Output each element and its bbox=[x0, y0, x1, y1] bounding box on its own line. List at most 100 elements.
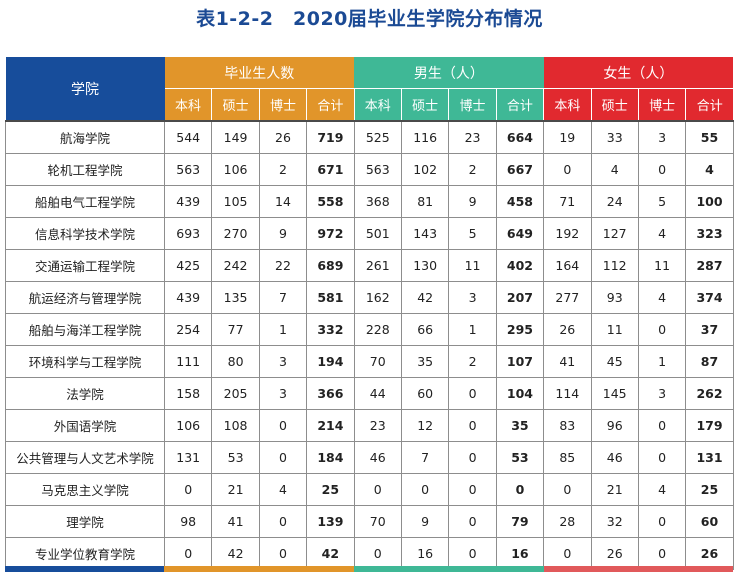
subheader-total: 合计 bbox=[685, 88, 734, 122]
page-title: 表1-2-2 2020届毕业生学院分布情况 bbox=[196, 8, 543, 30]
total-undergrad-cell: 0 bbox=[163, 537, 213, 570]
female-sum-cell: 55 bbox=[685, 121, 734, 154]
male-undergrad-cell: 501 bbox=[353, 217, 402, 250]
table-row: 公共管理与人文艺术学院 131 53 0 184 46 7 0 53 85 46 0 131 bbox=[5, 441, 734, 474]
total-master-cell: 53 bbox=[211, 441, 260, 474]
female-undergrad-cell: 71 bbox=[543, 185, 592, 218]
female-doctor-cell: 0 bbox=[637, 409, 687, 442]
male-master-cell: 12 bbox=[400, 409, 450, 442]
total-master-cell: 105 bbox=[211, 185, 260, 218]
female-undergrad-cell: 114 bbox=[543, 377, 592, 410]
total-master-cell: 21 bbox=[211, 473, 260, 506]
female-doctor-cell: 0 bbox=[637, 537, 687, 570]
male-doctor-cell: 0 bbox=[448, 409, 497, 442]
male-sum-cell: 667 bbox=[495, 153, 545, 186]
male-sum-cell: 664 bbox=[495, 121, 545, 154]
total-sum-cell: 194 bbox=[306, 345, 355, 378]
college-name-cell: 航运经济与管理学院 bbox=[5, 281, 165, 314]
subheader-undergrad: 本科 bbox=[164, 88, 213, 122]
total-undergrad-cell: 131 bbox=[163, 441, 213, 474]
female-sum-cell: 60 bbox=[685, 505, 734, 538]
total-master-cell: 108 bbox=[211, 409, 260, 442]
female-sum-cell: 287 bbox=[685, 249, 734, 282]
total-sum-cell: 558 bbox=[306, 185, 355, 218]
male-master-cell: 81 bbox=[400, 185, 450, 218]
male-undergrad-cell: 563 bbox=[353, 153, 402, 186]
male-doctor-cell: 0 bbox=[448, 505, 497, 538]
total-doctor-cell: 0 bbox=[258, 409, 308, 442]
male-master-cell: 130 bbox=[400, 249, 450, 282]
table-row: 外国语学院 106 108 0 214 23 12 0 35 83 96 0 179 bbox=[5, 409, 734, 442]
male-undergrad-cell: 0 bbox=[353, 473, 402, 506]
total-sum-cell: 366 bbox=[306, 377, 355, 410]
female-master-cell: 24 bbox=[590, 185, 639, 218]
total-master-cell: 41 bbox=[211, 505, 260, 538]
college-name-cell: 船舶与海洋工程学院 bbox=[5, 313, 165, 346]
total-undergrad-cell: 254 bbox=[163, 313, 213, 346]
female-undergrad-cell: 28 bbox=[543, 505, 592, 538]
female-doctor-cell: 0 bbox=[637, 505, 687, 538]
male-doctor-cell: 2 bbox=[448, 345, 497, 378]
male-sum-cell: 107 bbox=[495, 345, 545, 378]
male-doctor-cell: 0 bbox=[448, 473, 497, 506]
male-master-cell: 35 bbox=[400, 345, 450, 378]
female-sum-cell: 87 bbox=[685, 345, 734, 378]
female-doctor-cell: 0 bbox=[637, 313, 687, 346]
female-undergrad-cell: 0 bbox=[543, 153, 592, 186]
subheader-total: 合计 bbox=[496, 88, 545, 122]
male-master-cell: 16 bbox=[400, 537, 450, 570]
male-doctor-cell: 1 bbox=[448, 313, 497, 346]
college-name-cell: 交通运输工程学院 bbox=[5, 249, 165, 282]
total-undergrad-cell: 106 bbox=[163, 409, 213, 442]
subheader-doctor: 博士 bbox=[448, 88, 497, 122]
total-undergrad-cell: 0 bbox=[163, 473, 213, 506]
female-master-cell: 33 bbox=[590, 121, 639, 154]
female-doctor-cell: 3 bbox=[637, 121, 687, 154]
male-undergrad-cell: 44 bbox=[353, 377, 402, 410]
total-master-cell: 42 bbox=[211, 537, 260, 570]
total-doctor-cell: 0 bbox=[258, 505, 308, 538]
male-undergrad-cell: 70 bbox=[353, 505, 402, 538]
footer-bar-orange bbox=[164, 566, 354, 572]
college-name-cell: 船舶电气工程学院 bbox=[5, 185, 165, 218]
female-undergrad-cell: 164 bbox=[543, 249, 592, 282]
female-master-cell: 26 bbox=[590, 537, 639, 570]
table-row: 专业学位教育学院 0 42 0 42 0 16 0 16 0 26 0 26 bbox=[5, 537, 734, 570]
male-doctor-cell: 0 bbox=[448, 377, 497, 410]
male-undergrad-cell: 525 bbox=[353, 121, 402, 154]
male-doctor-cell: 3 bbox=[448, 281, 497, 314]
subheader-undergrad: 本科 bbox=[354, 88, 402, 122]
male-master-cell: 66 bbox=[400, 313, 450, 346]
total-sum-cell: 214 bbox=[306, 409, 355, 442]
total-master-cell: 77 bbox=[211, 313, 260, 346]
female-master-cell: 4 bbox=[590, 153, 639, 186]
female-undergrad-cell: 83 bbox=[543, 409, 592, 442]
male-sum-cell: 35 bbox=[495, 409, 545, 442]
total-undergrad-cell: 158 bbox=[163, 377, 213, 410]
table-row: 马克思主义学院 0 21 4 25 0 0 0 0 0 21 4 25 bbox=[5, 473, 734, 506]
table-row: 船舶与海洋工程学院 254 77 1 332 228 66 1 295 26 11 0 37 bbox=[5, 313, 734, 346]
female-group-header: 女生（人） bbox=[543, 57, 734, 89]
total-undergrad-cell: 544 bbox=[163, 121, 213, 154]
female-master-cell: 96 bbox=[590, 409, 639, 442]
total-sum-cell: 581 bbox=[306, 281, 355, 314]
total-master-cell: 80 bbox=[211, 345, 260, 378]
female-undergrad-cell: 41 bbox=[543, 345, 592, 378]
male-doctor-cell: 2 bbox=[448, 153, 497, 186]
male-master-cell: 42 bbox=[400, 281, 450, 314]
male-doctor-cell: 11 bbox=[448, 249, 497, 282]
male-master-cell: 102 bbox=[400, 153, 450, 186]
female-master-cell: 21 bbox=[590, 473, 639, 506]
male-undergrad-cell: 70 bbox=[353, 345, 402, 378]
table-row: 交通运输工程学院 425 242 22 689 261 130 11 402 164 112 11 28… bbox=[5, 249, 734, 282]
college-name-cell: 轮机工程学院 bbox=[5, 153, 165, 186]
male-undergrad-cell: 0 bbox=[353, 537, 402, 570]
female-sum-cell: 374 bbox=[685, 281, 734, 314]
total-doctor-cell: 1 bbox=[258, 313, 308, 346]
male-doctor-cell: 0 bbox=[448, 441, 497, 474]
college-column-header: 学院 bbox=[5, 57, 165, 122]
total-undergrad-cell: 439 bbox=[163, 185, 213, 218]
male-doctor-cell: 23 bbox=[448, 121, 497, 154]
total-master-cell: 270 bbox=[211, 217, 260, 250]
male-sum-cell: 0 bbox=[495, 473, 545, 506]
